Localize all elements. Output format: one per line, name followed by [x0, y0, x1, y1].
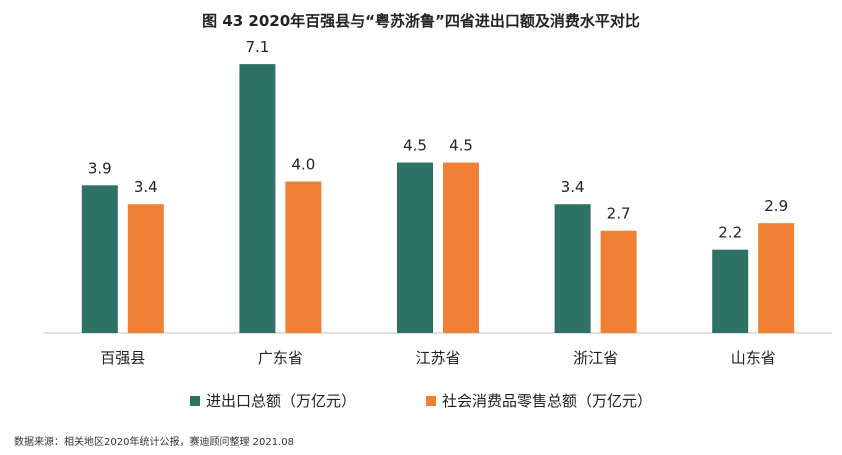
bar-s0-c1 — [239, 64, 276, 334]
data-label-s1-c4: 2.9 — [764, 197, 788, 215]
legend-swatch-export — [189, 395, 200, 406]
data-label-s1-c0: 3.4 — [134, 178, 158, 196]
bar-s1-c4 — [758, 223, 795, 333]
data-label-s1-c3: 2.7 — [607, 205, 631, 223]
bar-s1-c1 — [285, 181, 322, 333]
bar-s0-c0 — [81, 185, 118, 333]
data-label-s0-c3: 3.4 — [561, 178, 585, 196]
bar-s1-c3 — [600, 230, 637, 333]
data-label-s0-c0: 3.9 — [88, 159, 112, 177]
bar-s1-c0 — [127, 204, 164, 333]
legend-label-retail: 社会消费品零售总额（万亿元） — [442, 392, 653, 410]
data-label-s0-c2: 4.5 — [403, 137, 427, 155]
category-label-4: 山东省 — [731, 349, 776, 367]
legend-item-retail: 社会消费品零售总额（万亿元） — [426, 390, 652, 411]
legend-swatch-retail — [426, 395, 436, 406]
legend-item-export: 进出口总额（万亿元） — [189, 390, 356, 411]
category-label-0: 百强县 — [100, 349, 145, 367]
data-label-s0-c4: 2.2 — [718, 224, 742, 242]
source-note: 数据来源：相关地区2020年统计公报，赛迪顾问整理 2021.08 — [14, 437, 294, 448]
legend: 进出口总额（万亿元） 社会消费品零售总额（万亿元） — [0, 390, 842, 411]
bar-s0-c3 — [554, 204, 591, 333]
bar-s1-c2 — [443, 162, 479, 333]
category-label-1: 广东省 — [258, 349, 303, 367]
legend-label-export: 进出口总额（万亿元） — [205, 392, 356, 410]
chart-title: 图 43 2020年百强县与“粤苏浙鲁”四省进出口额及消费水平对比 — [202, 12, 640, 30]
bar-s0-c4 — [712, 249, 749, 333]
bar-s0-c2 — [397, 162, 433, 333]
data-label-s0-c1: 7.1 — [245, 38, 269, 56]
data-label-s1-c1: 4.0 — [291, 156, 315, 174]
category-label-3: 浙江省 — [573, 349, 618, 367]
category-label-2: 江苏省 — [415, 349, 460, 367]
data-label-s1-c2: 4.5 — [449, 137, 473, 155]
